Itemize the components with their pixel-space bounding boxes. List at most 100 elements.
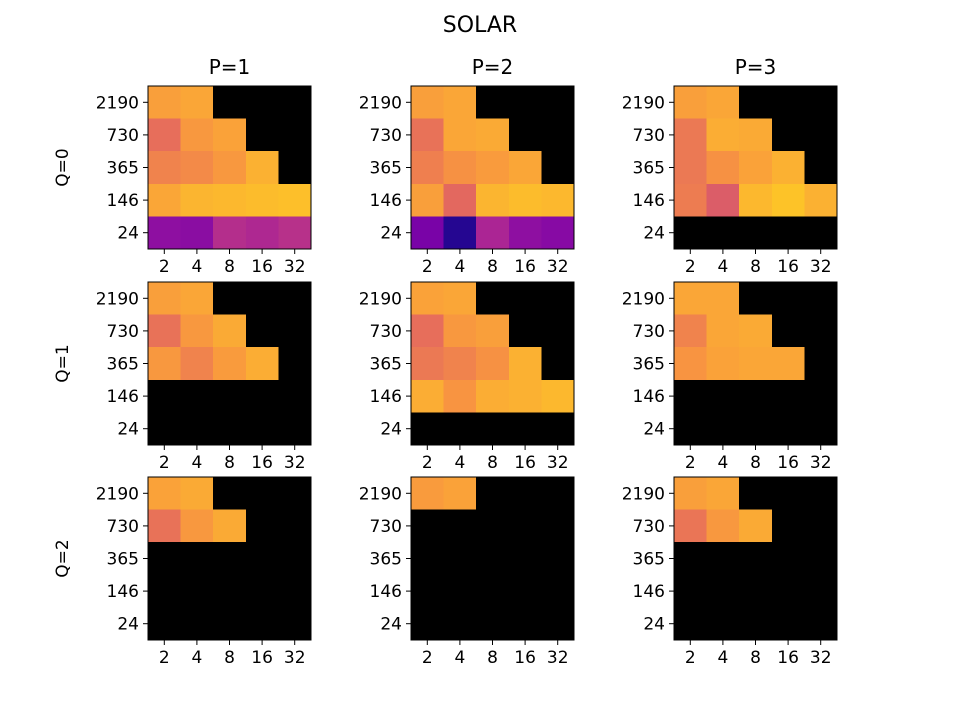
heatmap-cell <box>706 347 740 381</box>
y-tick-label: 365 <box>633 550 665 570</box>
heatmap-cell <box>541 151 575 185</box>
figure-title: SOLAR <box>443 13 517 38</box>
x-tick-label: 8 <box>487 648 498 668</box>
heatmap-cell <box>411 183 445 217</box>
heatmap-cell <box>213 86 247 120</box>
heatmap-cell <box>739 379 773 413</box>
heatmap-cell <box>508 607 542 641</box>
heatmap-cell <box>804 379 838 413</box>
heatmap-cell <box>804 509 838 543</box>
y-tick-label: 2190 <box>359 93 402 113</box>
x-tick-label: 32 <box>810 257 832 277</box>
heatmap-cell <box>245 347 279 381</box>
heatmap-cell <box>148 86 182 120</box>
y-tick-label: 2190 <box>359 289 402 309</box>
heatmap-cell <box>443 216 477 250</box>
heatmap-cell <box>148 607 182 641</box>
heatmap-cell <box>674 86 708 120</box>
y-tick-label: 730 <box>107 517 139 537</box>
heatmap-cell <box>804 151 838 185</box>
heatmap-cell <box>476 151 510 185</box>
x-tick-label: 8 <box>750 257 761 277</box>
heatmap-cell <box>706 151 740 185</box>
heatmap-cell <box>508 379 542 413</box>
heatmap-cell <box>213 509 247 543</box>
heatmap-cell <box>771 379 805 413</box>
x-tick-label: 32 <box>547 648 569 668</box>
heatmap-cell <box>674 379 708 413</box>
y-tick-label: 2190 <box>359 484 402 504</box>
y-tick-label: 365 <box>370 550 402 570</box>
heatmap-cell <box>180 574 214 608</box>
y-tick-label: 730 <box>370 126 402 146</box>
y-tick-label: 24 <box>643 224 665 244</box>
heatmap-cell <box>476 379 510 413</box>
x-tick-label: 8 <box>224 257 235 277</box>
heatmap-cell <box>148 282 182 316</box>
heatmap-cell <box>541 477 575 511</box>
heatmap-cell <box>213 183 247 217</box>
heatmap-cell <box>443 118 477 152</box>
heatmap-cell <box>541 379 575 413</box>
heatmap-cell <box>476 574 510 608</box>
heatmap-cell <box>180 86 214 120</box>
heatmap-cell <box>278 216 312 250</box>
heatmap-cell <box>674 183 708 217</box>
heatmap-cell <box>148 509 182 543</box>
heatmap-cell <box>541 574 575 608</box>
x-tick-label: 32 <box>547 453 569 473</box>
heatmap-cell <box>213 118 247 152</box>
heatmap-cell <box>476 314 510 348</box>
x-tick-label: 16 <box>251 648 273 668</box>
heatmap-cell <box>508 509 542 543</box>
x-tick-label: 4 <box>717 453 728 473</box>
heatmap-cell <box>476 282 510 316</box>
y-tick-label: 2190 <box>96 289 139 309</box>
y-tick-label: 2190 <box>622 93 665 113</box>
heatmap-cell <box>245 412 279 446</box>
heatmap-cell <box>278 183 312 217</box>
y-tick-label: 365 <box>107 355 139 375</box>
heatmap-cell <box>508 282 542 316</box>
heatmap-cell <box>213 542 247 576</box>
heatmap-cell <box>476 412 510 446</box>
heatmap-cell <box>804 216 838 250</box>
heatmap-cell <box>443 477 477 511</box>
heatmap-cell <box>180 314 214 348</box>
heatmap-cell <box>180 379 214 413</box>
heatmap-cell <box>706 542 740 576</box>
heatmap-cell <box>411 314 445 348</box>
heatmap-cell <box>411 379 445 413</box>
heatmap-cell <box>411 574 445 608</box>
x-tick-label: 2 <box>422 257 433 277</box>
heatmap-cell <box>541 86 575 120</box>
heatmap-cell <box>148 542 182 576</box>
heatmap-cell <box>245 477 279 511</box>
heatmap-cell <box>180 542 214 576</box>
heatmap-cell <box>771 412 805 446</box>
row-label: Q=1 <box>53 344 73 382</box>
x-tick-label: 16 <box>514 453 536 473</box>
heatmap-cell <box>476 347 510 381</box>
heatmap-cell <box>148 412 182 446</box>
x-tick-label: 16 <box>251 453 273 473</box>
heatmap-cell <box>213 151 247 185</box>
heatmap-cell <box>541 183 575 217</box>
y-tick-label: 730 <box>370 517 402 537</box>
heatmap-cell <box>739 607 773 641</box>
heatmap-cell <box>674 509 708 543</box>
heatmap-cell <box>180 151 214 185</box>
heatmap-cell <box>148 574 182 608</box>
y-tick-label: 730 <box>107 322 139 342</box>
heatmap-cell <box>443 379 477 413</box>
y-tick-label: 146 <box>107 387 139 407</box>
x-tick-label: 32 <box>810 648 832 668</box>
column-title: P=3 <box>735 55 777 79</box>
y-tick-label: 2190 <box>622 484 665 504</box>
y-tick-label: 146 <box>633 191 665 211</box>
heatmap-cell <box>508 412 542 446</box>
y-tick-label: 146 <box>370 387 402 407</box>
x-tick-label: 2 <box>685 453 696 473</box>
